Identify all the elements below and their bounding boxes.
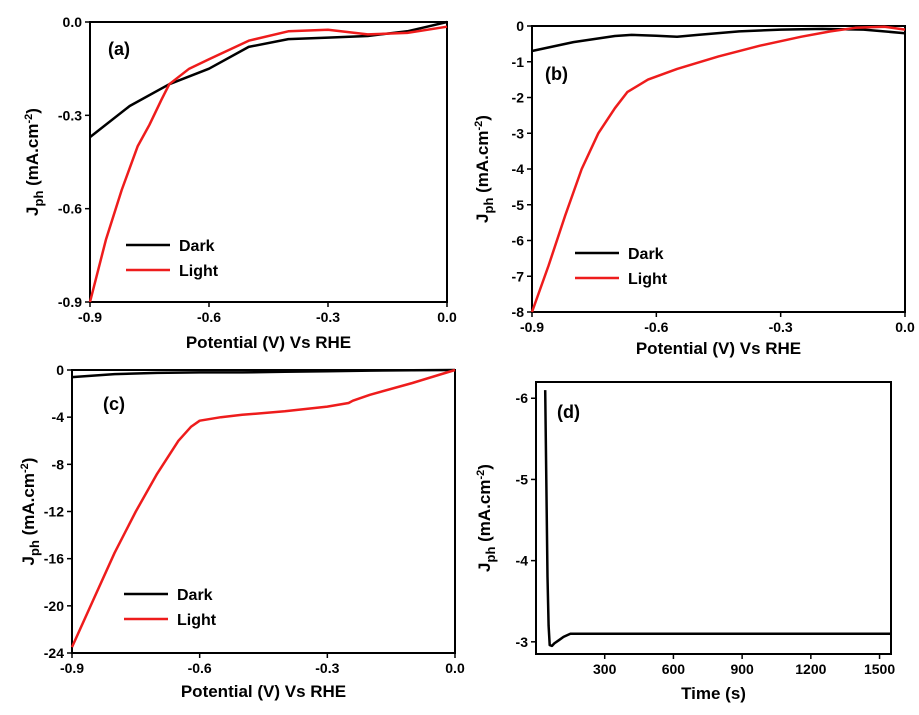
x-tick-label: 600 [662,661,686,677]
panel-label: (d) [557,402,580,422]
y-tick-label: -5 [516,471,529,487]
y-tick-label: -8 [52,456,65,472]
y-tick-label: 0.0 [63,14,83,30]
x-tick-label: -0.3 [316,309,340,325]
y-axis-title: Jph (mA.cm-2) [23,108,46,216]
y-tick-label: -3 [516,634,529,650]
y-tick-label: -4 [512,161,525,177]
series-line-light [88,25,448,303]
y-tick-label: -12 [44,504,64,520]
y-tick-label: -4 [52,409,65,425]
x-tick-label: 0.0 [895,319,915,335]
y-axis-title: Jph (mA.cm-2) [473,115,496,223]
y-tick-label: -20 [44,598,64,614]
y-tick-label: -4 [516,553,529,569]
x-axis-title: Potential (V) Vs RHE [636,339,801,358]
y-tick-label: -6 [516,390,529,406]
panel-c: -0.9 -0.6 -0.3 0.0 -24 -20 -16 -12 -8 -4 0 (c) Dark L… [19,362,465,701]
y-tick-label: -24 [44,645,64,661]
x-tick-label: 1500 [864,661,895,677]
y-tick-label: -6 [512,233,525,249]
y-axis-title: Jph (mA.cm-2) [19,458,42,566]
series-line-dark [71,368,456,379]
plot-frame [531,25,906,313]
y-tick-label: -5 [512,197,525,213]
x-tick-label: -0.3 [769,319,793,335]
plot-frame [89,21,448,303]
plot-frame [535,381,892,655]
y-tick-label: -16 [44,551,64,567]
y-tick-label: -1 [512,54,525,70]
legend-label: Dark [177,587,213,604]
legend-label: Light [177,612,217,629]
y-tick-label: -3 [512,125,525,141]
x-tick-label: -0.3 [315,660,339,676]
x-tick-label: -0.6 [644,319,668,335]
legend-label: Dark [179,238,215,255]
panel-label: (b) [545,64,568,84]
x-tick-label: -0.9 [520,319,544,335]
x-tick-label: 0.0 [445,660,465,676]
y-tick-label: -2 [512,90,525,106]
legend-label: Dark [628,246,664,263]
x-tick-label: -0.9 [60,660,84,676]
series-line-dark [89,20,448,139]
y-tick-label: -0.3 [58,107,82,123]
series-line-light [530,25,906,313]
x-tick-label: -0.6 [188,660,212,676]
panel-d: 300 600 900 1200 1500 -6 -5 -4 -3 (d) Time (s) Jph … [475,381,895,703]
x-tick-label: -0.9 [78,309,102,325]
x-tick-label: 900 [730,661,754,677]
y-tick-label: -0.6 [58,201,82,217]
y-tick-label: 0 [516,18,524,34]
series-line-dark [531,27,906,53]
x-tick-label: 1200 [795,661,826,677]
panel-a: -0.9 -0.6 -0.3 0.0 -0.9 -0.6 -0.3 0.0 (a) Dark Lig… [23,14,457,352]
y-axis-title: Jph (mA.cm-2) [475,464,498,572]
y-tick-label: -7 [512,268,525,284]
x-tick-label: -0.6 [197,309,221,325]
y-tick-label: -8 [512,304,525,320]
x-axis-title: Potential (V) Vs RHE [181,682,346,701]
y-tick-label: -0.9 [58,294,82,310]
panel-label: (c) [103,394,125,414]
x-tick-label: 0.0 [437,309,457,325]
series-line-current [543,390,891,648]
x-axis-title: Time (s) [681,684,746,703]
legend-label: Light [179,263,219,280]
y-tick-label: 0 [56,362,64,378]
panel-label: (a) [108,39,130,59]
x-axis-title: Potential (V) Vs RHE [186,333,351,352]
series-line-light [70,368,456,648]
legend-label: Light [628,271,668,288]
x-tick-label: 300 [593,661,617,677]
panel-b: -0.9 -0.6 -0.3 0.0 -8 -7 -6 -5 -4 -3 -2 -1 0 (b) Dark L… [473,18,915,358]
